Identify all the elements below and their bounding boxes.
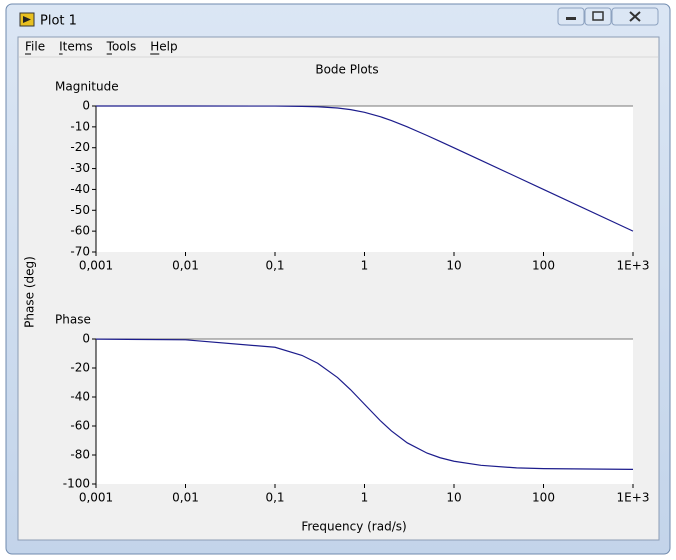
y-tick-label: -20 [70,361,90,375]
y-tick-label: -70 [70,245,90,259]
menu-item[interactable]: File [25,40,45,54]
x-tick-label: 0,001 [79,259,113,273]
menu-item[interactable]: Items [59,40,93,54]
x-tick-label: 1 [361,259,369,273]
x-tick-label: 0,01 [172,259,199,273]
y-tick-label: -100 [63,477,90,491]
close-button[interactable] [611,7,659,26]
x-tick-label: 1E+3 [617,259,650,273]
y-tick-label: -50 [70,203,90,217]
y-tick-label: -60 [70,419,90,433]
y-tick-label: -80 [70,448,90,462]
window-title: Plot 1 [40,14,77,29]
y-tick-label: -10 [70,119,90,133]
y-tick-label: 0 [82,332,90,346]
app-icon-glyph [23,16,31,23]
plot-area [96,339,633,484]
chart-title: Magnitude [55,80,119,94]
maximize-button[interactable] [584,7,612,26]
x-tick-label: 1E+3 [617,491,650,505]
y-tick-label: -40 [70,390,90,404]
figure-title: Bode Plots [315,63,378,77]
y-tick-label: -40 [70,182,90,196]
x-tick-label: 1 [361,491,369,505]
x-tick-label: 0,1 [265,259,284,273]
x-tick-label: 0,001 [79,491,113,505]
x-tick-label: 100 [532,259,555,273]
y-tick-label: 0 [82,99,90,113]
x-axis-label: Frequency (rad/s) [301,520,406,534]
y-axis-label: Phase (deg) [23,256,37,328]
y-tick-label: -30 [70,161,90,175]
x-tick-label: 0,01 [172,491,199,505]
data-line [95,338,634,470]
y-tick-label: -60 [70,224,90,238]
data-line [96,105,634,232]
menu-item[interactable]: Help [150,40,177,54]
x-tick-label: 0,1 [265,491,284,505]
x-tick-label: 10 [446,259,461,273]
menu-bar: File Items Tools Help [25,40,178,55]
plot-area [96,106,633,252]
x-tick-label: 100 [532,491,555,505]
chart-title: Phase [55,313,91,327]
x-tick-label: 10 [446,491,461,505]
menu-item[interactable]: Tools [106,40,137,54]
y-tick-label: -20 [70,140,90,154]
minimize-button[interactable] [557,7,585,26]
